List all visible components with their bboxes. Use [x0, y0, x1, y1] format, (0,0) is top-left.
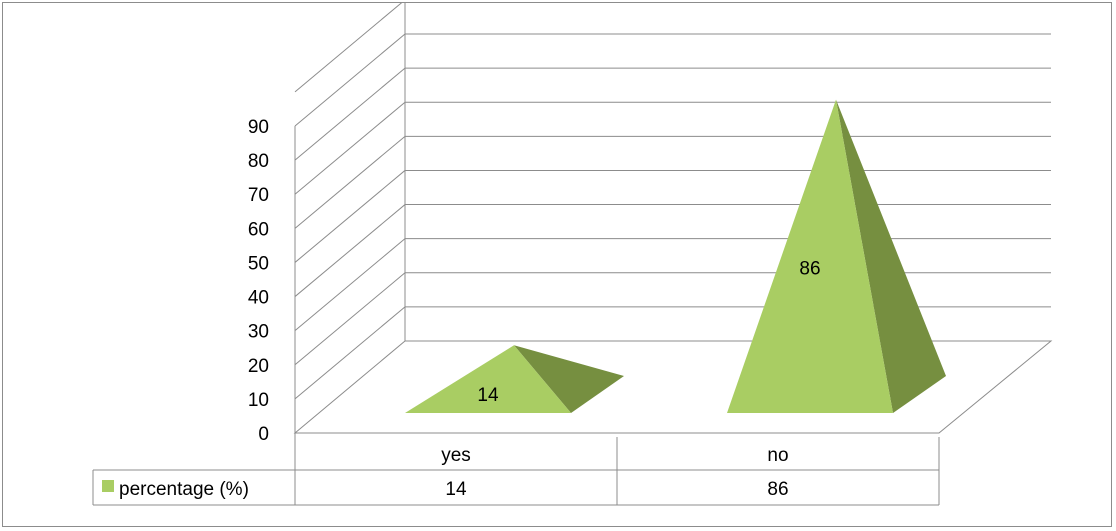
y-tick-label: 50: [248, 253, 269, 274]
y-tick-label: 60: [248, 219, 269, 240]
x-category-label: no: [767, 445, 788, 466]
y-tick-label: 30: [248, 322, 269, 343]
x-category-label: yes: [441, 445, 471, 466]
pyramid-side-no: [836, 99, 946, 414]
table-cell-value: 86: [767, 479, 788, 500]
y-tick-label: 90: [248, 117, 269, 138]
data-label-yes: 14: [477, 385, 499, 406]
side-gridline: [294, 272, 406, 366]
pyramid-side-yes: [514, 345, 624, 413]
pyramid-front-yes: [405, 345, 571, 413]
pyramid-chart: 0 10 20 30 40 50 60 70 80 90 14 86 yes 14 no 86 percenta…: [92, 3, 1053, 506]
side-gridline: [294, 170, 406, 263]
side-gridline: [294, 204, 406, 297]
data-label-no: 86: [799, 258, 820, 279]
y-tick-label: 10: [248, 390, 269, 411]
table-cell-value: 14: [445, 479, 467, 500]
side-gridline: [294, 306, 406, 400]
legend-key: [102, 480, 114, 492]
y-tick-label: 70: [248, 185, 269, 206]
pyramid-front-no: [727, 99, 893, 414]
y-tick-label: 20: [248, 356, 269, 377]
side-gridline: [294, 238, 406, 332]
y-tick-label: 80: [248, 151, 269, 172]
side-gridline: [294, 135, 406, 229]
side-gridline: [294, 67, 406, 161]
floor: [293, 340, 1053, 434]
legend-series-name: percentage (%): [119, 479, 249, 500]
y-tick-label: 0: [258, 424, 269, 445]
side-gridline: [294, 33, 406, 127]
y-tick-label: 40: [248, 288, 269, 309]
side-gridline: [294, 3, 403, 93]
side-gridline: [294, 101, 406, 195]
